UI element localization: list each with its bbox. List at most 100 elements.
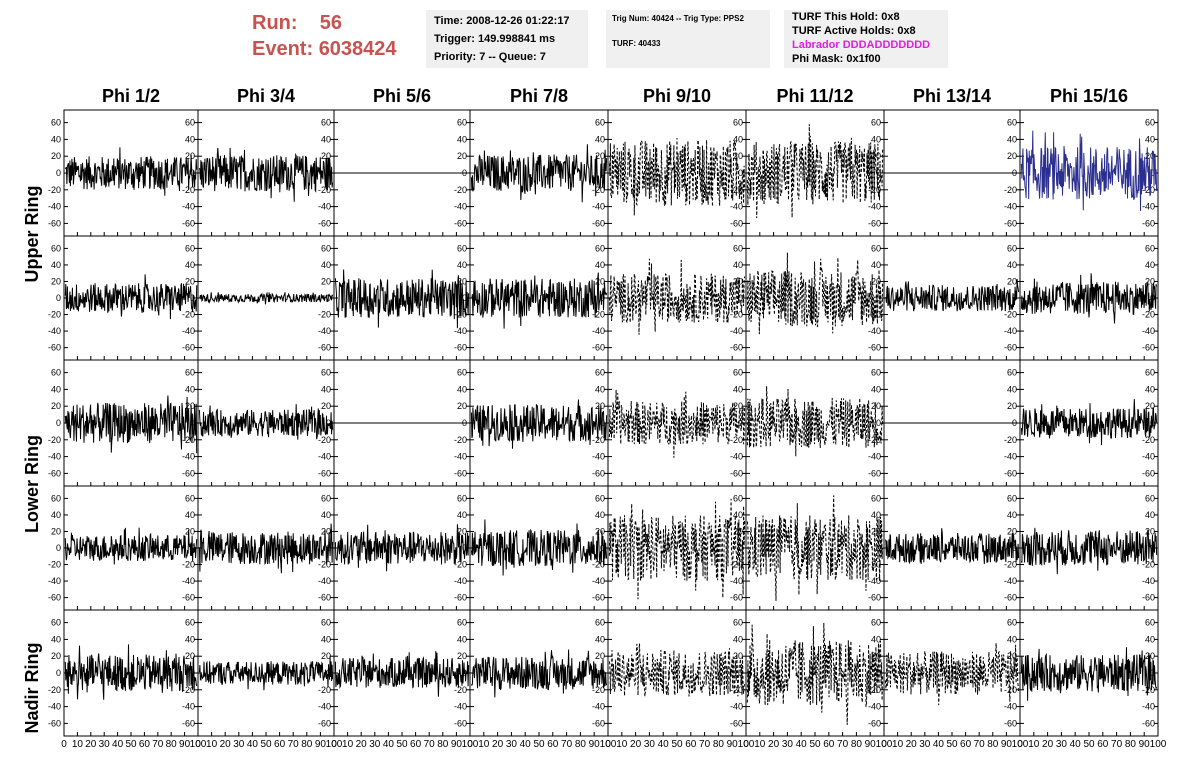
waveform-trace [884,528,1020,565]
y-tick-label-left: -60 [48,343,61,353]
y-tick-label: 40 [185,634,195,644]
y-tick-label-left: 60 [51,243,61,253]
x-tick-label: 10 [72,739,84,750]
y-tick-label: -40 [182,202,195,212]
y-tick-label: -60 [730,593,743,603]
x-tick-label: 90 [589,739,601,750]
x-tick-label: 90 [1001,739,1013,750]
x-tick-label: 60 [685,739,697,750]
run-label: Run: [252,12,298,34]
waveform-trace [64,274,198,320]
waveform-trace [334,651,470,697]
x-tick-label: 30 [644,739,656,750]
x-tick-label: 50 [260,739,272,750]
y-tick-label: -40 [592,326,605,336]
y-tick-label: 20 [595,651,605,661]
y-tick-label: -60 [318,593,331,603]
y-tick-label: 0 [600,543,605,553]
y-tick-label: -20 [1142,310,1155,320]
y-tick-label: 40 [1007,510,1017,520]
waveform-trace [470,144,608,203]
waveform-trace [608,389,746,458]
waveform-trace [608,643,746,697]
time-info-box: Time: 2008-12-26 01:22:17 Trigger: 149.9… [426,10,588,68]
y-tick-label: 20 [321,401,331,411]
waveform-panel-r3-c3: 60 40 20 0 -20 -40 -60 [469,485,609,611]
y-tick-label: -60 [454,343,467,353]
x-tick-label: 50 [533,739,545,750]
y-tick-label: -60 [1142,468,1155,478]
y-tick-label: 20 [1145,151,1155,161]
waveform-trace [1020,130,1158,211]
y-tick-label: -40 [868,702,881,712]
waveform-trace [746,252,884,335]
y-tick-label: 60 [871,368,881,378]
y-tick-label: 60 [733,618,743,628]
y-tick-label: 20 [321,151,331,161]
x-tick-label: 60 [823,739,835,750]
y-tick-label: 40 [185,134,195,144]
y-tick-label: -60 [182,718,195,728]
y-tick-label: -40 [868,576,881,586]
y-tick-label: 60 [871,243,881,253]
time-text: Time: 2008-12-26 01:22:17 [434,15,570,27]
y-tick-label: -40 [1142,326,1155,336]
y-tick-label: 60 [1145,243,1155,253]
y-tick-label: -20 [592,185,605,195]
x-tick-label: 10 [342,739,354,750]
column-header-phi-1-2: Phi 1/2 [101,86,161,106]
y-tick-label: 60 [1007,118,1017,128]
column-header-phi-13-14: Phi 13/14 [912,86,992,106]
y-tick-label-left: 20 [51,276,61,286]
y-tick-label-left: 60 [51,493,61,503]
y-tick-label: 0 [1012,543,1017,553]
x-tick-label: 10 [754,739,766,750]
y-tick-label: 40 [595,134,605,144]
x-tick-label: 50 [671,739,683,750]
x-tick-label: 70 [424,739,436,750]
y-tick-label: 40 [321,634,331,644]
y-tick-label: 40 [1007,260,1017,270]
y-tick-label: 20 [457,401,467,411]
x-tick-label: 0 [881,739,887,750]
y-tick-label: 60 [595,243,605,253]
y-tick-label-left: 20 [51,151,61,161]
x-tick-label: 80 [713,739,725,750]
y-tick-label-left: -60 [48,718,61,728]
x-tick-label: 0 [61,739,67,750]
y-tick-label-left: 40 [51,510,61,520]
y-tick-label: -60 [182,593,195,603]
x-tick-label: 20 [1042,739,1054,750]
x-tick-label: 70 [152,739,164,750]
y-tick-label: 40 [871,260,881,270]
y-tick-label: 20 [457,526,467,536]
y-tick-label-left: -20 [48,560,61,570]
x-tick-label: 80 [851,739,863,750]
y-tick-label: 0 [738,418,743,428]
y-tick-label-left: -40 [48,202,61,212]
y-tick-label: 40 [733,134,743,144]
run-row: Run: 56 [252,10,397,36]
x-tick-label: 60 [139,739,151,750]
x-tick-label: 70 [699,739,711,750]
x-tick-label: 20 [220,739,232,750]
y-tick-label: 40 [733,634,743,644]
x-tick-label: 0 [195,739,201,750]
y-tick-label: -40 [592,576,605,586]
y-tick-label: -20 [318,185,331,195]
y-tick-label: -20 [318,685,331,695]
y-tick-label: -60 [868,468,881,478]
y-tick-label: 60 [733,493,743,503]
y-tick-label: 60 [457,493,467,503]
x-tick-label: 50 [396,739,408,750]
x-tick-label: 20 [356,739,368,750]
y-tick-label: -20 [592,435,605,445]
y-tick-label: -60 [454,218,467,228]
x-tick-label: 40 [796,739,808,750]
